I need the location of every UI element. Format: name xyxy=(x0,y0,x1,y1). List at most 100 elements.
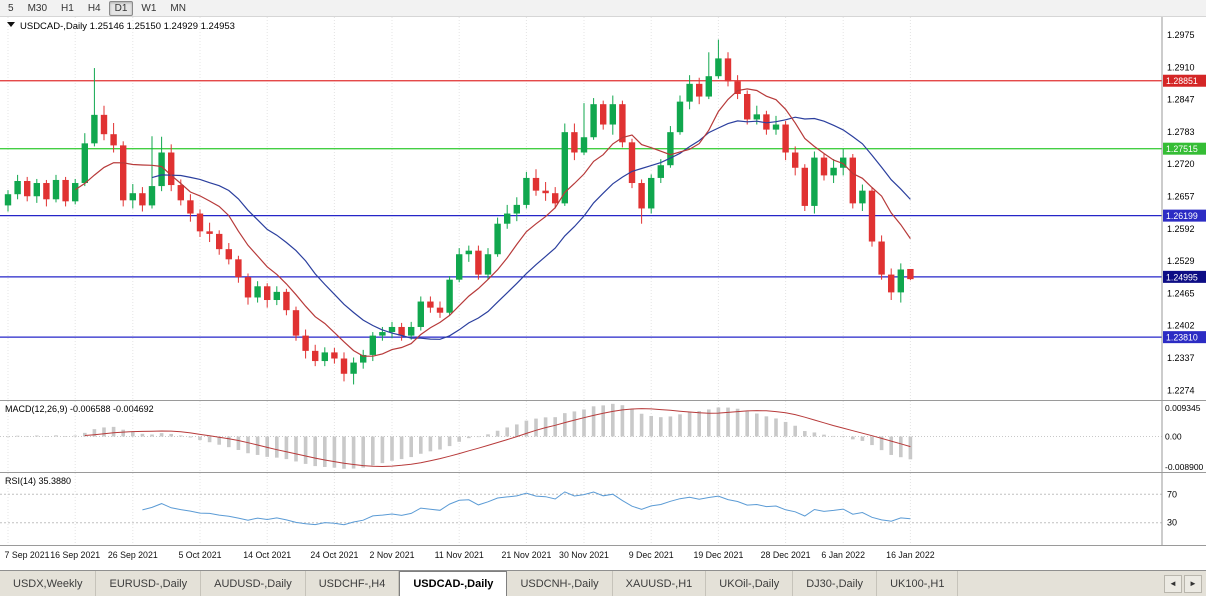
tab-xauusd-h1[interactable]: XAUUSD-,H1 xyxy=(613,571,707,596)
candle-body xyxy=(792,152,799,168)
candle-body xyxy=(43,183,50,200)
candle-body xyxy=(4,194,12,206)
macd-histogram-bar xyxy=(131,431,135,437)
tab-usdcad-daily[interactable]: USDCAD-,Daily xyxy=(399,571,508,596)
candle-body xyxy=(81,143,88,184)
candle-body xyxy=(753,114,760,120)
candle-body xyxy=(62,179,69,202)
macd-histogram-bar xyxy=(150,434,154,437)
tab-ukoil-daily[interactable]: UKOil-,Daily xyxy=(706,571,794,596)
price-axis-label: 1.2465 xyxy=(1167,288,1195,298)
macd-histogram-bar xyxy=(687,411,692,437)
candle-body xyxy=(72,183,79,202)
macd-histogram-bar xyxy=(399,436,404,460)
candle-body xyxy=(350,362,357,374)
price-badge-label: 1.27515 xyxy=(1166,144,1198,154)
candle-body xyxy=(427,301,434,308)
horizontal-price-lines xyxy=(0,80,1162,338)
tab-dj30-daily[interactable]: DJ30-,Daily xyxy=(793,571,878,596)
tab-usdx-weekly[interactable]: USDX,Weekly xyxy=(0,571,97,596)
macd-histogram-bar xyxy=(889,436,893,455)
macd-histogram-bar xyxy=(409,436,413,458)
tab-usdcnh-daily[interactable]: USDCNH-,Daily xyxy=(507,571,613,596)
price-axis-label: 1.2402 xyxy=(1167,321,1195,331)
macd-histogram-bar xyxy=(591,406,596,437)
candle-body xyxy=(33,183,40,197)
tab-usdchf-h4[interactable]: USDCHF-,H4 xyxy=(306,571,400,596)
chart-title: USDCAD-,Daily 1.25146 1.25150 1.24929 1.… xyxy=(7,21,235,32)
macd-histogram-bar xyxy=(284,436,289,460)
macd-histogram-bar xyxy=(707,409,711,437)
timeframe-button-5[interactable]: 5 xyxy=(8,2,14,14)
date-label: 5 Oct 2021 xyxy=(178,550,221,560)
macd-histogram-bar xyxy=(121,429,125,437)
candle-body xyxy=(676,101,684,133)
tab-audusd-daily[interactable]: AUDUSD-,Daily xyxy=(201,571,306,596)
rsi-label: RSI(14) 35.3880 xyxy=(5,476,71,486)
timeframe-button-h1[interactable]: H1 xyxy=(61,2,74,14)
timeframe-button-mn[interactable]: MN xyxy=(170,2,186,14)
candle-body xyxy=(801,167,808,206)
candle-body xyxy=(244,277,252,298)
candle-body xyxy=(436,307,444,313)
price-axis: 1.2975 1.2910 1.2847 1.2783 1.2720 1.2657 1.25… xyxy=(1163,30,1206,472)
candle-body xyxy=(360,354,367,363)
candle-body xyxy=(52,179,60,200)
timeframe-button-w1[interactable]: W1 xyxy=(141,2,157,14)
date-label: 30 Nov 2021 xyxy=(559,550,609,560)
candle-body xyxy=(340,358,348,374)
candle-body xyxy=(465,250,472,255)
macd-histogram-bar xyxy=(543,417,548,437)
timeframe-button-d1[interactable]: D1 xyxy=(108,0,134,16)
candle-body xyxy=(302,335,309,351)
date-label: 26 Sep 2021 xyxy=(108,550,158,560)
price-axis-label: 1.2847 xyxy=(1167,95,1195,105)
candle-body xyxy=(600,104,607,125)
macd-histogram-bar xyxy=(467,436,471,439)
candle-body xyxy=(417,301,424,327)
candle-body xyxy=(110,134,117,146)
macd-histogram-bar xyxy=(246,436,250,454)
tab-eurusd-daily[interactable]: EURUSD-,Daily xyxy=(96,571,202,596)
candle-body xyxy=(897,269,904,293)
price-badge-1.23810 xyxy=(1163,331,1206,344)
macd-histogram-bar xyxy=(726,407,730,437)
candle-body xyxy=(91,114,98,144)
macd-histogram-bar xyxy=(899,436,903,458)
macd-histogram-bar xyxy=(198,436,202,441)
tab-uk100-h1[interactable]: UK100-,H1 xyxy=(877,571,959,596)
price-axis-label: 1.2592 xyxy=(1167,224,1195,234)
price-badge-label: 1.23810 xyxy=(1166,333,1198,343)
timeframe-button-h4[interactable]: H4 xyxy=(87,2,101,14)
candle-body xyxy=(484,254,492,275)
candle-body xyxy=(312,350,319,362)
macd-histogram-bar xyxy=(870,436,874,446)
macd-histogram-bar xyxy=(44,436,49,437)
macd-histogram-bar xyxy=(851,436,855,440)
macd-histogram-bar xyxy=(380,436,385,464)
candle-body xyxy=(744,94,751,120)
macd-histogram-bar xyxy=(601,405,605,437)
candle-body xyxy=(724,58,732,82)
price-chart[interactable]: MACD(12,26,9) -0.006588 -0.004692 70 30 RSI… xyxy=(0,17,1206,570)
timeframe-button-m30[interactable]: M30 xyxy=(27,2,48,14)
candle-body xyxy=(398,326,405,336)
price-badge-1.24995 xyxy=(1163,270,1206,283)
macd-histogram-bar xyxy=(755,413,759,437)
candle-body xyxy=(705,76,712,97)
candle-body xyxy=(235,259,242,278)
macd-histogram-bar xyxy=(390,436,394,461)
macd-axis-bottom: -0.008900 xyxy=(1165,462,1204,472)
candle-body xyxy=(840,157,847,168)
candle-body xyxy=(273,291,280,301)
macd-histogram-bar xyxy=(342,436,346,469)
price-axis-label: 1.2720 xyxy=(1167,159,1195,169)
price-badge-label: 1.28851 xyxy=(1166,76,1198,86)
candle-body xyxy=(561,132,568,204)
macd-histogram-bar xyxy=(6,436,10,438)
price-badge-1.28851 xyxy=(1163,74,1206,87)
macd-histogram-bar xyxy=(831,435,836,437)
tab-scroll-right-button[interactable]: ► xyxy=(1184,574,1202,593)
tab-scroll-left-button[interactable]: ◄ xyxy=(1164,574,1182,593)
